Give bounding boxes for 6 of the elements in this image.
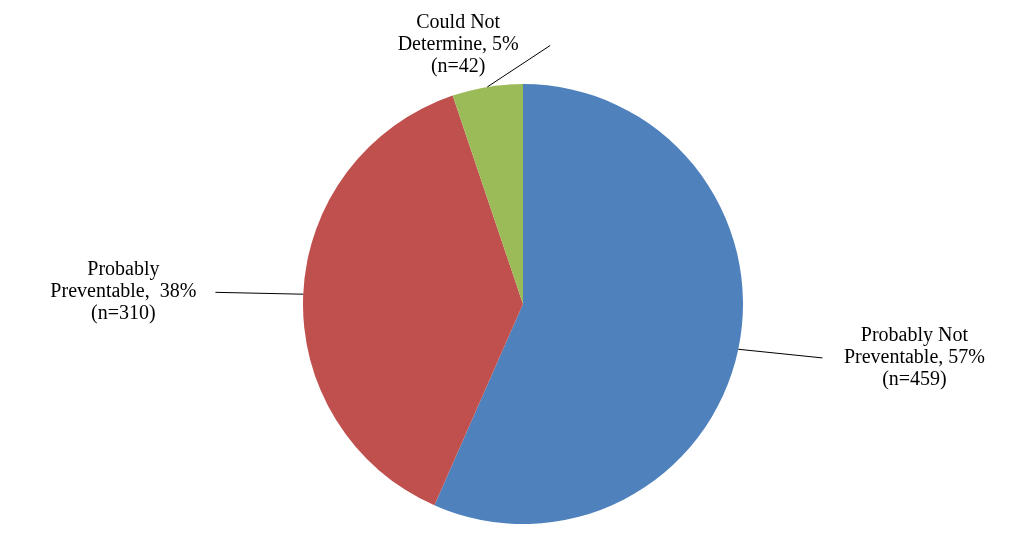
slice-label: Probably Preventable, 38% (n=310) — [50, 256, 197, 324]
pie-slice — [434, 84, 743, 524]
pie-slice — [303, 95, 523, 506]
slice-label: Probably Not Preventable, 57% (n=459) — [843, 322, 985, 390]
slice-label: Could Not Determine, 5% (n=42) — [397, 10, 519, 78]
pie-slice — [452, 84, 523, 304]
